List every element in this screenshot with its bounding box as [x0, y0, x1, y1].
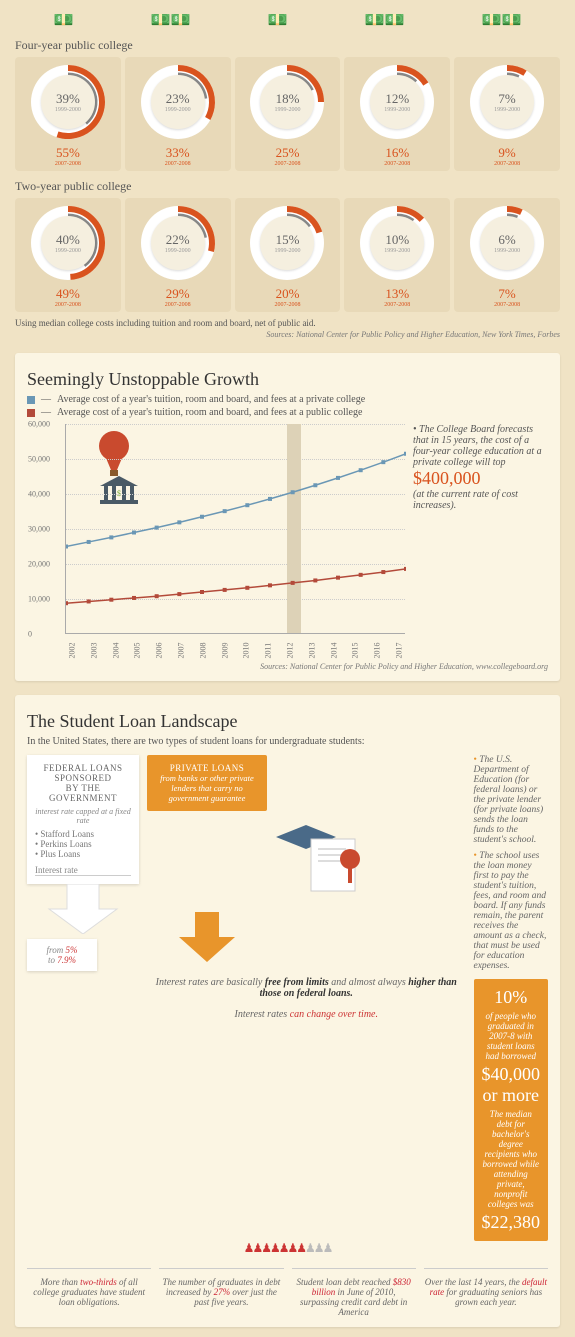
loan-bullets: The U.S. Department of Education (for fe… [474, 755, 549, 1241]
gauge-cell: 39%1999-2000 55%2007-2008 [15, 57, 121, 171]
money-icon: 💵 [54, 10, 74, 30]
bottom-stat: Student loan debt reached $830 billion i… [292, 1268, 416, 1317]
gauges-footnote: Using median college costs including tui… [15, 318, 560, 328]
loan-panel: The Student Loan Landscape In the United… [15, 695, 560, 1327]
line-chart: $ 010,00020,00030,00040,00050,00060,0002… [65, 424, 405, 634]
federal-box: FEDERAL LOANS SPONSORED BY THE GOVERNMEN… [27, 755, 139, 884]
chart-wrap: $ 010,00020,00030,00040,00050,00060,0002… [27, 424, 548, 660]
down-arrow-icon [27, 884, 139, 934]
bottom-stat: Over the last 14 years, the default rate… [424, 1268, 548, 1317]
orange-stats-box: 10% of people who graduated in 2007-8 wi… [474, 979, 549, 1241]
private-info-1: Interest rates are basically free from l… [147, 977, 466, 999]
money-icon: 💵💵 [482, 10, 522, 30]
money-icon: 💵💵 [151, 10, 191, 30]
interest-rate-box: from 5% to 7.9% [27, 939, 97, 971]
bottom-stat: More than two-thirds of all college grad… [27, 1268, 151, 1317]
legend-public: — Average cost of a year's tuition, room… [27, 407, 548, 418]
four-year-row: 39%1999-2000 55%2007-2008 23%1999-2000 3… [15, 57, 560, 171]
four-year-label: Four-year public college [15, 38, 560, 53]
growth-panel: Seemingly Unstoppable Growth — Average c… [15, 353, 560, 681]
gauge-cell: 15%1999-2000 20%2007-2008 [235, 198, 341, 312]
money-icon: 💵💵 [365, 10, 405, 30]
loan-columns: FEDERAL LOANS SPONSORED BY THE GOVERNMEN… [27, 755, 548, 1241]
bottom-stat: The number of graduates in debt increase… [159, 1268, 283, 1317]
growth-sources: Sources: National Center for Public Poli… [27, 662, 548, 671]
gauge-cell: 18%1999-2000 25%2007-2008 [235, 57, 341, 171]
grad-cap-icon [147, 817, 466, 912]
federal-column: FEDERAL LOANS SPONSORED BY THE GOVERNMEN… [27, 755, 139, 1241]
legend-private: — Average cost of a year's tuition, room… [27, 394, 548, 405]
private-column: PRIVATE LOANS from banks or other privat… [147, 755, 466, 1241]
growth-title: Seemingly Unstoppable Growth [27, 369, 548, 390]
money-icon: 💵 [268, 10, 288, 30]
infographic-page: 💵 💵💵 💵 💵💵 💵💵 Four-year public college 39… [0, 0, 575, 1337]
private-box: PRIVATE LOANS from banks or other privat… [147, 755, 267, 811]
forecast-text: • The College Board forecasts that in 15… [413, 424, 548, 660]
gauge-cell: 7%1999-2000 9%2007-2008 [454, 57, 560, 171]
top-icon-row: 💵 💵💵 💵 💵💵 💵💵 [15, 10, 560, 30]
gauge-cell: 23%1999-2000 33%2007-2008 [125, 57, 231, 171]
federal-loan-list: Stafford LoansPerkins LoansPlus Loans [35, 829, 131, 859]
two-year-row: 40%1999-2000 49%2007-2008 22%1999-2000 2… [15, 198, 560, 312]
private-info-2: Interest rates can change over time. [147, 1009, 466, 1020]
gauge-cell: 6%1999-2000 7%2007-2008 [454, 198, 560, 312]
gauge-cell: 40%1999-2000 49%2007-2008 [15, 198, 121, 312]
bottom-stats-row: More than two-thirds of all college grad… [27, 1268, 548, 1317]
two-year-label: Two-year public college [15, 179, 560, 194]
people-icons: ♟♟♟♟♟♟♟♟♟♟ [27, 1241, 548, 1256]
loan-title: The Student Loan Landscape [27, 711, 548, 732]
gauge-cell: 10%1999-2000 13%2007-2008 [344, 198, 450, 312]
loan-intro: In the United States, there are two type… [27, 736, 548, 747]
gauge-cell: 22%1999-2000 29%2007-2008 [125, 198, 231, 312]
gauge-cell: 12%1999-2000 16%2007-2008 [344, 57, 450, 171]
orange-arrow-icon [147, 912, 267, 962]
gauges-sources: Sources: National Center for Public Poli… [15, 330, 560, 339]
